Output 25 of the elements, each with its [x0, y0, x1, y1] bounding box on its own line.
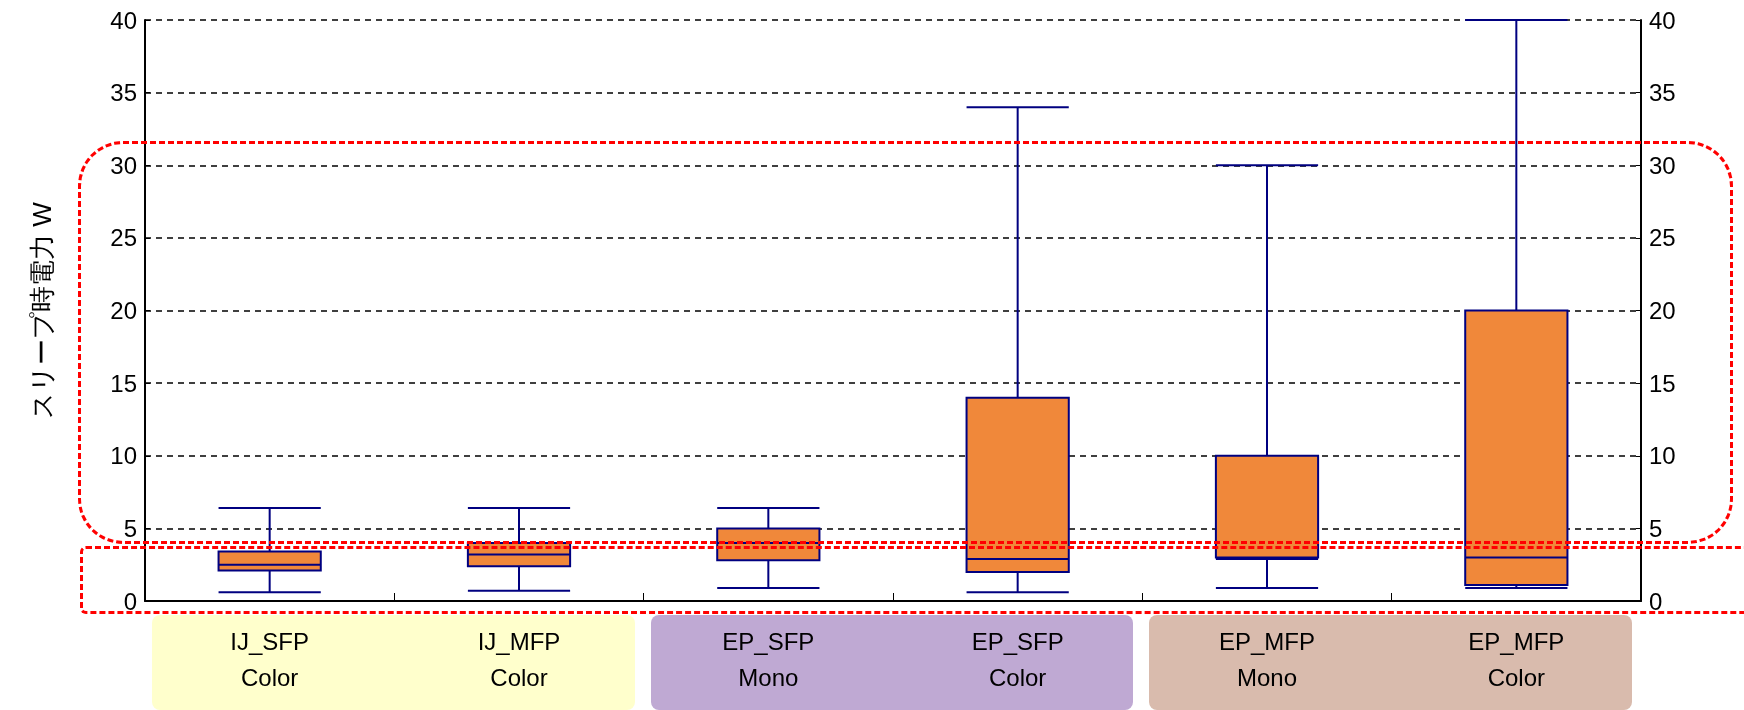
y2-tick-label: 30 [1649, 151, 1676, 179]
y-tick-label: 20 [110, 297, 137, 324]
y2-tick-label: 5 [1649, 514, 1663, 542]
y-tick-label: 40 [110, 6, 137, 34]
y-tick-label: 15 [110, 369, 137, 397]
y-axis-title: スリープ時電力 W [27, 201, 57, 419]
x-tick-label: IJ_MFP Color [477, 627, 561, 691]
y2-tick-label: 25 [1649, 224, 1676, 252]
y-tick-label: 25 [110, 224, 137, 252]
x-tick-label: EP_MFP Color [1468, 627, 1565, 691]
y-tick-label: 10 [110, 442, 137, 470]
y-tick-label: 30 [110, 151, 137, 179]
y-tick-label: 0 [123, 587, 137, 615]
y-tick-label: 35 [110, 79, 137, 107]
x-tick-label: EP_SFP Mono [722, 627, 815, 691]
y2-tick-label: 35 [1649, 79, 1676, 107]
x-tick-label: IJ_SFP Color [230, 627, 310, 691]
x-tick-label: EP_MFP Mono [1218, 627, 1316, 691]
y-tick-label: 5 [123, 514, 137, 542]
y2-tick-label: 10 [1649, 442, 1676, 470]
y2-tick-label: 15 [1649, 369, 1676, 397]
x-tick-label: EP_SFP Color [971, 627, 1064, 691]
y2-tick-label: 40 [1649, 6, 1676, 34]
y2-tick-label: 20 [1649, 297, 1676, 324]
y2-tick-label: 0 [1649, 587, 1663, 615]
